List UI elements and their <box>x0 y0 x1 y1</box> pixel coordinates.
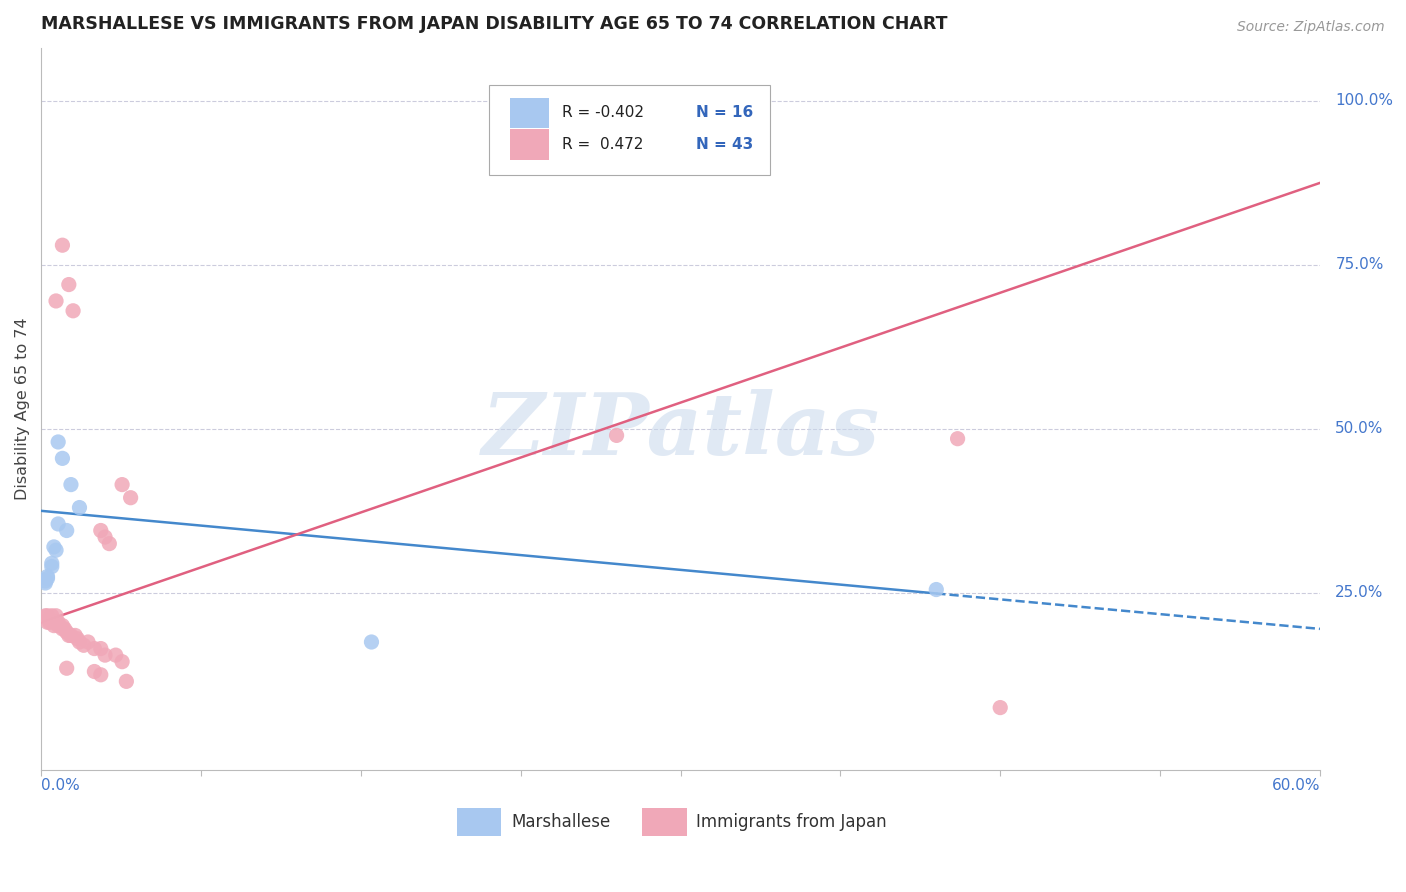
Point <box>46 618 69 632</box>
Point <box>41 559 63 574</box>
Point <box>55 524 77 538</box>
Point <box>55 625 77 640</box>
Point <box>34 574 56 588</box>
Point <box>988 700 1011 714</box>
Point <box>34 608 56 623</box>
Text: 60.0%: 60.0% <box>1271 779 1320 793</box>
Text: N = 43: N = 43 <box>696 136 754 152</box>
Text: Source: ZipAtlas.com: Source: ZipAtlas.com <box>1237 20 1385 34</box>
Point <box>45 608 67 623</box>
Y-axis label: Disability Age 65 to 74: Disability Age 65 to 74 <box>15 318 30 500</box>
Text: 100.0%: 100.0% <box>1336 94 1393 109</box>
Text: ZIPatlas: ZIPatlas <box>481 389 880 473</box>
Point <box>111 655 134 669</box>
Point <box>41 608 63 623</box>
Text: N = 16: N = 16 <box>696 105 754 120</box>
Text: 75.0%: 75.0% <box>1336 258 1384 272</box>
Text: 25.0%: 25.0% <box>1336 585 1384 600</box>
Point <box>55 661 77 675</box>
Point <box>90 641 112 656</box>
Point <box>38 615 60 630</box>
Point <box>46 434 69 449</box>
Text: R =  0.472: R = 0.472 <box>561 136 643 152</box>
Point <box>46 615 69 630</box>
Point <box>45 543 67 558</box>
Point <box>37 569 59 583</box>
Point <box>94 530 117 544</box>
Point <box>360 635 382 649</box>
FancyBboxPatch shape <box>457 808 502 836</box>
Point <box>58 277 80 292</box>
Point <box>58 628 80 642</box>
Point <box>69 635 91 649</box>
Point <box>38 612 60 626</box>
FancyBboxPatch shape <box>643 808 688 836</box>
Point <box>94 648 117 662</box>
Text: 0.0%: 0.0% <box>41 779 80 793</box>
Point <box>90 667 112 681</box>
Text: Immigrants from Japan: Immigrants from Japan <box>696 813 887 830</box>
Text: R = -0.402: R = -0.402 <box>561 105 644 120</box>
Point <box>69 500 91 515</box>
Point <box>42 618 65 632</box>
Point <box>62 303 84 318</box>
Point <box>63 628 86 642</box>
Point <box>59 477 82 491</box>
Point <box>53 622 76 636</box>
Point <box>45 293 67 308</box>
Point <box>41 557 63 571</box>
Point <box>606 428 628 442</box>
Point <box>946 432 969 446</box>
Point <box>51 238 73 252</box>
Point <box>34 576 56 591</box>
Point <box>42 540 65 554</box>
Text: MARSHALLESE VS IMMIGRANTS FROM JAPAN DISABILITY AGE 65 TO 74 CORRELATION CHART: MARSHALLESE VS IMMIGRANTS FROM JAPAN DIS… <box>41 15 948 33</box>
Point <box>59 628 82 642</box>
Point <box>51 618 73 632</box>
Point <box>111 477 134 491</box>
Point <box>66 632 89 646</box>
Text: 50.0%: 50.0% <box>1336 421 1384 436</box>
Text: Marshallese: Marshallese <box>512 813 612 830</box>
Point <box>46 516 69 531</box>
FancyBboxPatch shape <box>510 97 548 128</box>
Point <box>120 491 142 505</box>
Point <box>104 648 127 662</box>
Point <box>98 536 121 550</box>
Point <box>51 451 73 466</box>
Point <box>77 635 100 649</box>
Point <box>37 571 59 585</box>
Point <box>37 615 59 630</box>
FancyBboxPatch shape <box>489 85 770 175</box>
Point <box>83 665 105 679</box>
FancyBboxPatch shape <box>510 129 548 160</box>
Point <box>42 615 65 630</box>
Point <box>37 608 59 623</box>
Point <box>925 582 948 597</box>
Point <box>83 641 105 656</box>
Point <box>51 622 73 636</box>
Point <box>115 674 138 689</box>
Point <box>90 524 112 538</box>
Point <box>73 638 96 652</box>
